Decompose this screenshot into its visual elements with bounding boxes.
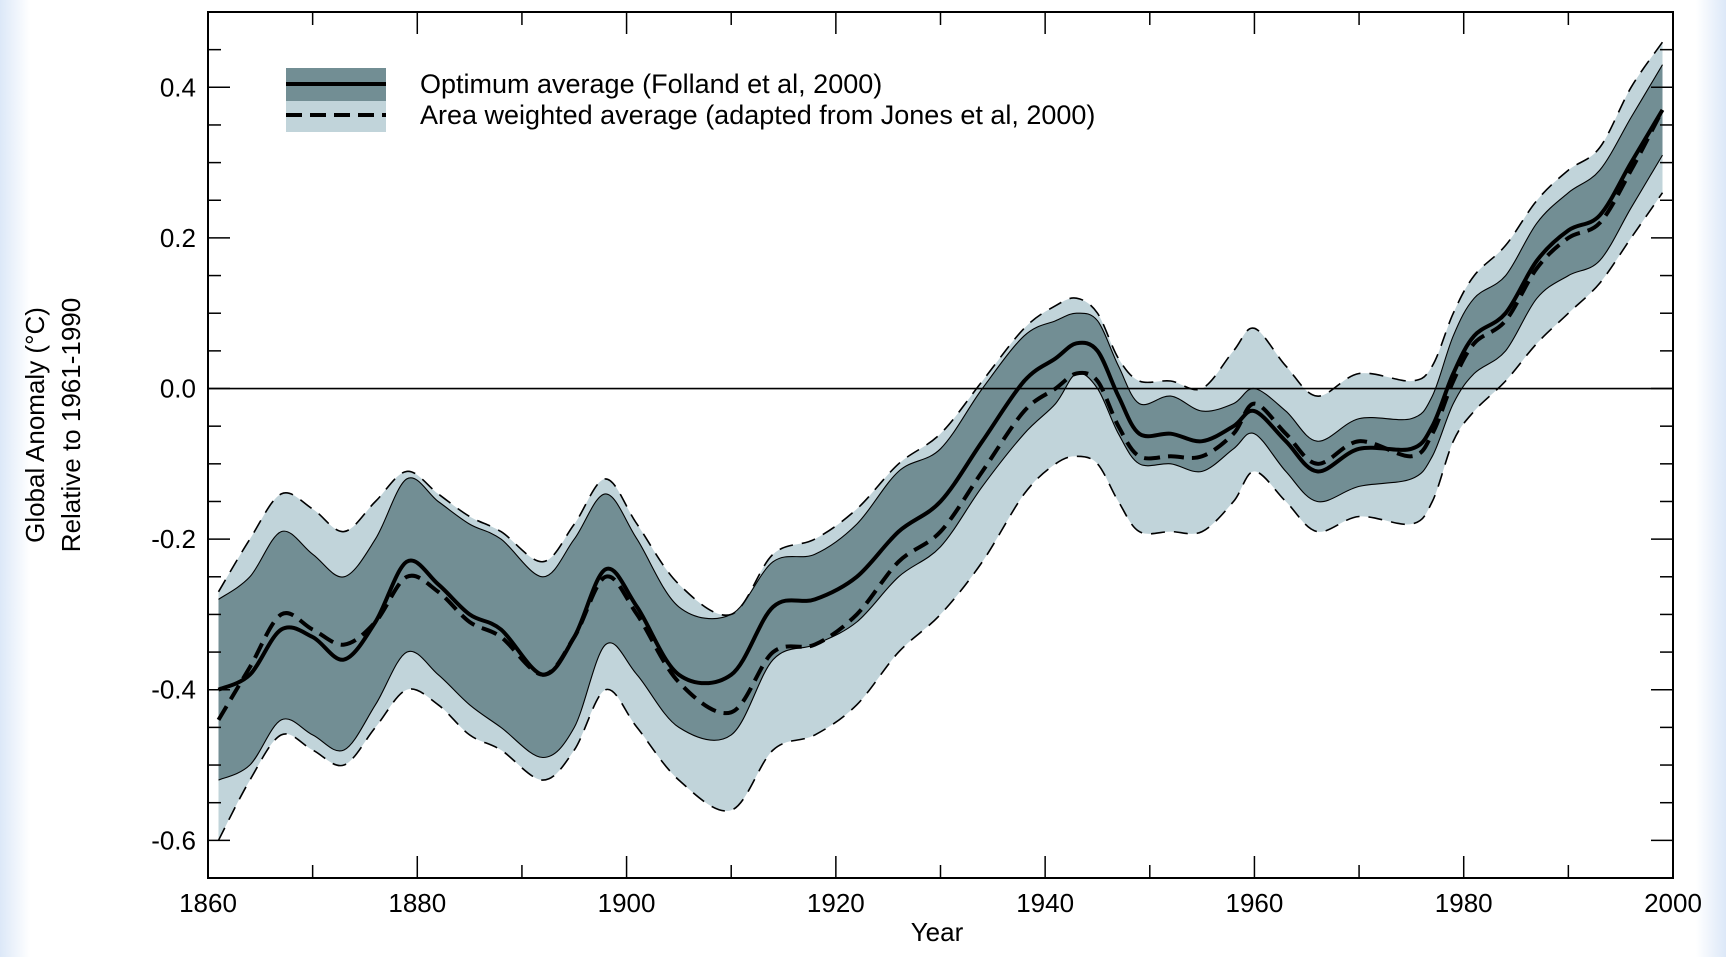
y-tick-label: -0.4: [151, 675, 196, 705]
legend-label-2: Area weighted average (adapted from Jone…: [420, 100, 1095, 130]
y-axis-label-line-2: Relative to 1961-1990: [56, 298, 86, 552]
series-line-1: [217, 108, 1665, 692]
y-tick-label: 0.2: [160, 223, 196, 253]
outer-band-upper-edge: [217, 41, 1664, 617]
plot-area: [208, 41, 1673, 841]
y-axis-label-line-1: Global Anomaly (°C): [20, 307, 50, 543]
y-tick-label: -0.2: [151, 524, 196, 554]
x-tick-label: 1940: [1016, 888, 1074, 918]
series-line-2: [216, 108, 1665, 721]
x-tick-label: 1860: [179, 888, 237, 918]
legend: Optimum average (Folland et al, 2000)Are…: [286, 68, 1095, 132]
axes: 1860 1880 1900 1920 1940 1960 1980 2000 0.4 0.2 0.…: [151, 11, 1702, 918]
inner-uncertainty-band: [218, 64, 1663, 781]
x-tick-label: 1900: [598, 888, 656, 918]
outer-band-lower-edge: [217, 192, 1664, 841]
y-tick-label: -0.6: [151, 825, 196, 855]
inner-band-lower-edge: [218, 154, 1663, 781]
x-tick-label: 1960: [1226, 888, 1284, 918]
legend-label-1: Optimum average (Folland et al, 2000): [420, 69, 882, 99]
inner-band-upper-edge: [218, 64, 1663, 620]
y-tick-label: 0.0: [160, 374, 196, 404]
x-tick-label: 1980: [1435, 888, 1493, 918]
x-tick-label: 1920: [807, 888, 865, 918]
y-tick-label: 0.4: [160, 72, 196, 102]
x-tick-label: 1880: [388, 888, 446, 918]
outer-uncertainty-band: [218, 42, 1663, 841]
x-tick-label: 2000: [1644, 888, 1702, 918]
x-axis-label: Year: [911, 917, 964, 947]
